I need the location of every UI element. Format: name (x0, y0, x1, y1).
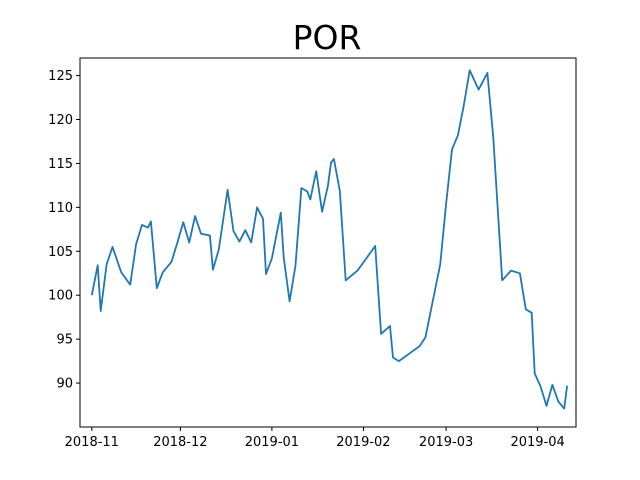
data-point (339, 190, 341, 192)
data-point (188, 242, 190, 244)
data-point (271, 257, 273, 259)
data-point (345, 279, 347, 281)
data-point (265, 273, 267, 275)
data-point (492, 137, 494, 139)
data-point (300, 187, 302, 189)
axes-frame (79, 57, 577, 428)
data-point (445, 203, 447, 205)
data-point (333, 158, 335, 160)
y-tick-label: 125 (48, 69, 73, 84)
data-point (97, 264, 99, 266)
data-point (531, 312, 533, 314)
data-point (244, 229, 246, 231)
y-axis: 90 95 100 105 110 115 120 125 (48, 69, 80, 392)
x-tick-label: 2019-01 (245, 435, 299, 450)
data-point (398, 360, 400, 362)
data-point (534, 372, 536, 374)
data-point (106, 264, 108, 266)
y-tick-label: 90 (56, 377, 73, 392)
chart-title: POR (293, 18, 362, 57)
data-point (469, 69, 471, 71)
data-point (315, 170, 317, 172)
y-tick-label: 95 (56, 333, 73, 348)
data-point (374, 245, 376, 247)
data-point (176, 242, 178, 244)
data-point (306, 191, 308, 193)
data-point (566, 385, 568, 387)
data-point (327, 184, 329, 186)
data-point (563, 408, 565, 410)
data-point (162, 271, 164, 273)
data-point (150, 220, 152, 222)
data-point (280, 212, 282, 214)
data-point (380, 333, 382, 335)
data-point (262, 218, 264, 220)
series-layer (90, 69, 568, 410)
data-point (424, 336, 426, 338)
x-tick-label: 2019-03 (419, 435, 473, 450)
series-line (90, 69, 568, 410)
data-point (357, 270, 359, 272)
data-point (112, 246, 114, 248)
data-point (250, 242, 252, 244)
data-point (238, 241, 240, 243)
data-point (419, 345, 421, 347)
data-point (129, 284, 131, 286)
data-point (525, 308, 527, 310)
data-point (141, 224, 143, 226)
data-point (256, 206, 258, 208)
data-point (439, 264, 441, 266)
data-point (91, 294, 93, 296)
data-point (451, 148, 453, 150)
data-point (519, 272, 521, 274)
data-point (321, 211, 323, 213)
y-tick-label: 120 (48, 113, 73, 128)
x-tick-label: 2018-11 (65, 435, 119, 450)
data-point (171, 261, 173, 263)
x-tick-label: 2019-04 (510, 435, 564, 450)
data-point (392, 357, 394, 359)
y-tick-label: 110 (48, 201, 73, 216)
data-point (200, 233, 202, 235)
data-point (289, 300, 291, 302)
x-axis: 2018-11 2018-12 2019-01 2019-02 2019-03 2019-… (65, 427, 565, 450)
x-tick-label: 2019-02 (336, 435, 390, 450)
data-point (227, 189, 229, 191)
data-point (389, 325, 391, 327)
data-point (510, 270, 512, 272)
data-point (478, 89, 480, 91)
x-tick-label: 2018-12 (153, 435, 207, 450)
y-tick-label: 100 (48, 289, 73, 304)
plot-area (79, 57, 577, 428)
data-point (209, 235, 211, 237)
data-point (546, 405, 548, 407)
data-point (212, 269, 214, 271)
data-point (551, 384, 553, 386)
data-point (486, 72, 488, 74)
data-point (233, 230, 235, 232)
data-point (463, 104, 465, 106)
data-point (135, 243, 137, 245)
data-point (540, 386, 542, 388)
data-point (309, 198, 311, 200)
data-point (194, 215, 196, 217)
data-point (156, 287, 158, 289)
data-point (557, 401, 559, 403)
y-tick-label: 115 (48, 157, 73, 172)
data-point (120, 271, 122, 273)
data-point (100, 310, 102, 312)
y-tick-label: 105 (48, 245, 73, 260)
data-point (330, 162, 332, 164)
data-point (283, 256, 285, 258)
data-point (147, 227, 149, 229)
data-point (457, 134, 459, 136)
data-point (501, 279, 503, 281)
data-point (295, 264, 297, 266)
data-point (182, 221, 184, 223)
data-point (218, 249, 220, 251)
